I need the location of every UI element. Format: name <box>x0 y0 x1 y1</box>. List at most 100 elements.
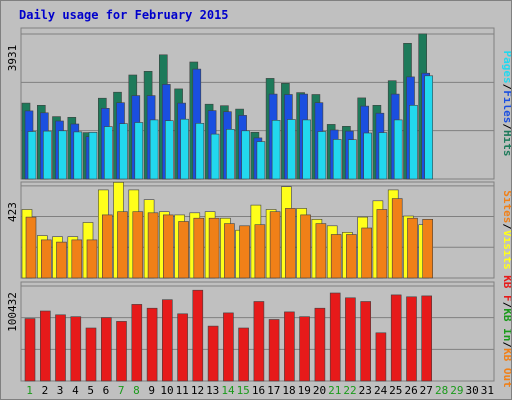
bar-kb-f-day-1 <box>24 318 36 382</box>
x-tick-label-19: 19 <box>298 384 311 397</box>
bar-sites-day-25 <box>391 198 403 279</box>
bar-sites-day-26 <box>407 217 418 279</box>
panel-2-ymax-label: 423 <box>6 202 19 222</box>
bar-sites-day-9 <box>147 212 159 279</box>
bar-sites-day-1 <box>25 216 37 279</box>
bar-sites-day-11 <box>178 221 189 279</box>
bar-kb-f-day-13 <box>207 325 219 382</box>
bar-kb-f-day-7 <box>116 321 127 382</box>
chart-title: Daily usage for February 2015 <box>19 8 229 22</box>
legend-hits: Hits <box>501 130 511 157</box>
panel-3-legend: KB F/KB In/KB Out <box>501 275 511 388</box>
bar-kb-f-day-10 <box>162 299 173 382</box>
panel-3-ymax-label: 100432 <box>6 292 19 332</box>
legend-separator: / <box>501 84 511 91</box>
legend-pages: Pages <box>501 51 511 84</box>
bar-pages-day-2 <box>42 130 52 180</box>
bar-sites-day-13 <box>208 217 220 279</box>
bar-kb-f-day-21 <box>329 292 341 382</box>
x-tick-label-8: 8 <box>133 384 140 397</box>
bar-pages-day-7 <box>119 123 128 180</box>
bar-kb-f-day-16 <box>253 301 265 382</box>
bar-kb-f-day-3 <box>55 314 66 382</box>
bar-kb-f-day-6 <box>101 317 112 382</box>
bar-kb-f-day-20 <box>314 307 326 382</box>
bar-sites-day-8 <box>132 211 144 279</box>
x-tick-label-23: 23 <box>359 384 372 397</box>
x-tick-label-21: 21 <box>328 384 341 397</box>
legend-visits: Visits <box>501 230 511 270</box>
x-tick-label-29: 29 <box>450 384 463 397</box>
x-tick-label-16: 16 <box>252 384 265 397</box>
bar-pages-day-24 <box>378 132 388 180</box>
legend-separator: / <box>501 223 511 230</box>
bar-sites-day-7 <box>117 211 128 279</box>
bar-sites-day-23 <box>361 227 373 279</box>
bar-kb-f-day-18 <box>284 311 295 382</box>
x-tick-label-12: 12 <box>191 384 204 397</box>
x-tick-label-17: 17 <box>267 384 280 397</box>
bar-pages-day-16 <box>256 141 266 180</box>
x-tick-label-24: 24 <box>374 384 388 397</box>
x-tick-label-14: 14 <box>221 384 235 397</box>
x-tick-label-31: 31 <box>481 384 494 397</box>
bar-kb-f-day-26 <box>406 296 417 382</box>
bar-kb-f-day-19 <box>299 316 310 382</box>
bar-sites-day-6 <box>102 214 113 279</box>
bar-pages-day-10 <box>165 120 174 180</box>
x-tick-label-15: 15 <box>237 384 250 397</box>
panel-1-ymax-label: 3931 <box>6 45 19 72</box>
bar-kb-f-day-27 <box>421 295 433 382</box>
x-tick-label-6: 6 <box>103 384 110 397</box>
bar-pages-day-4 <box>73 131 83 180</box>
bar-pages-day-20 <box>317 131 327 180</box>
bar-kb-f-day-4 <box>70 316 82 382</box>
x-tick-label-2: 2 <box>42 384 49 397</box>
x-tick-label-10: 10 <box>160 384 173 397</box>
bar-sites-day-18 <box>285 208 296 279</box>
x-tick-label-27: 27 <box>420 384 433 397</box>
bar-kb-f-day-9 <box>146 307 158 382</box>
bar-sites-day-16 <box>254 224 266 279</box>
x-tick-label-3: 3 <box>57 384 64 397</box>
bar-kb-f-day-12 <box>192 289 204 382</box>
x-tick-label-30: 30 <box>465 384 478 397</box>
bar-pages-day-8 <box>134 122 144 180</box>
bar-kb-f-day-11 <box>177 313 188 382</box>
bar-pages-day-9 <box>149 119 159 180</box>
bar-kb-f-day-25 <box>390 294 402 382</box>
bar-sites-day-24 <box>376 209 388 279</box>
x-tick-label-11: 11 <box>176 384 189 397</box>
bar-kb-f-day-5 <box>85 327 97 382</box>
legend-kb-in: KB In <box>501 308 511 341</box>
bar-pages-day-23 <box>363 132 373 180</box>
bar-sites-day-14 <box>224 223 235 279</box>
x-tick-label-4: 4 <box>72 384 79 397</box>
bar-pages-day-3 <box>58 130 67 180</box>
bar-pages-day-13 <box>210 133 220 180</box>
panel-2-legend: Sites/Visits <box>501 190 511 270</box>
bar-kb-f-day-24 <box>375 332 387 382</box>
bar-sites-day-2 <box>40 239 52 279</box>
bar-pages-day-22 <box>348 139 357 180</box>
bar-pages-day-15 <box>241 130 250 180</box>
bar-pages-day-5 <box>88 132 98 180</box>
bar-pages-day-18 <box>287 119 296 180</box>
bar-pages-day-26 <box>409 105 418 180</box>
x-tick-label-18: 18 <box>282 384 295 397</box>
bar-sites-day-27 <box>422 219 434 279</box>
bar-sites-day-5 <box>86 239 98 279</box>
legend-sites: Sites <box>501 190 511 223</box>
x-tick-label-13: 13 <box>206 384 219 397</box>
bar-pages-day-1 <box>27 131 37 180</box>
bar-kb-f-day-23 <box>360 301 372 382</box>
bar-sites-day-3 <box>56 241 67 279</box>
x-tick-label-7: 7 <box>118 384 125 397</box>
panel-1-legend: Pages/Files/Hits <box>501 51 511 157</box>
legend-separator: / <box>501 302 511 309</box>
legend-kb-f: KB F <box>501 275 511 302</box>
bar-sites-day-22 <box>346 234 357 279</box>
bar-pages-day-27 <box>424 75 434 180</box>
